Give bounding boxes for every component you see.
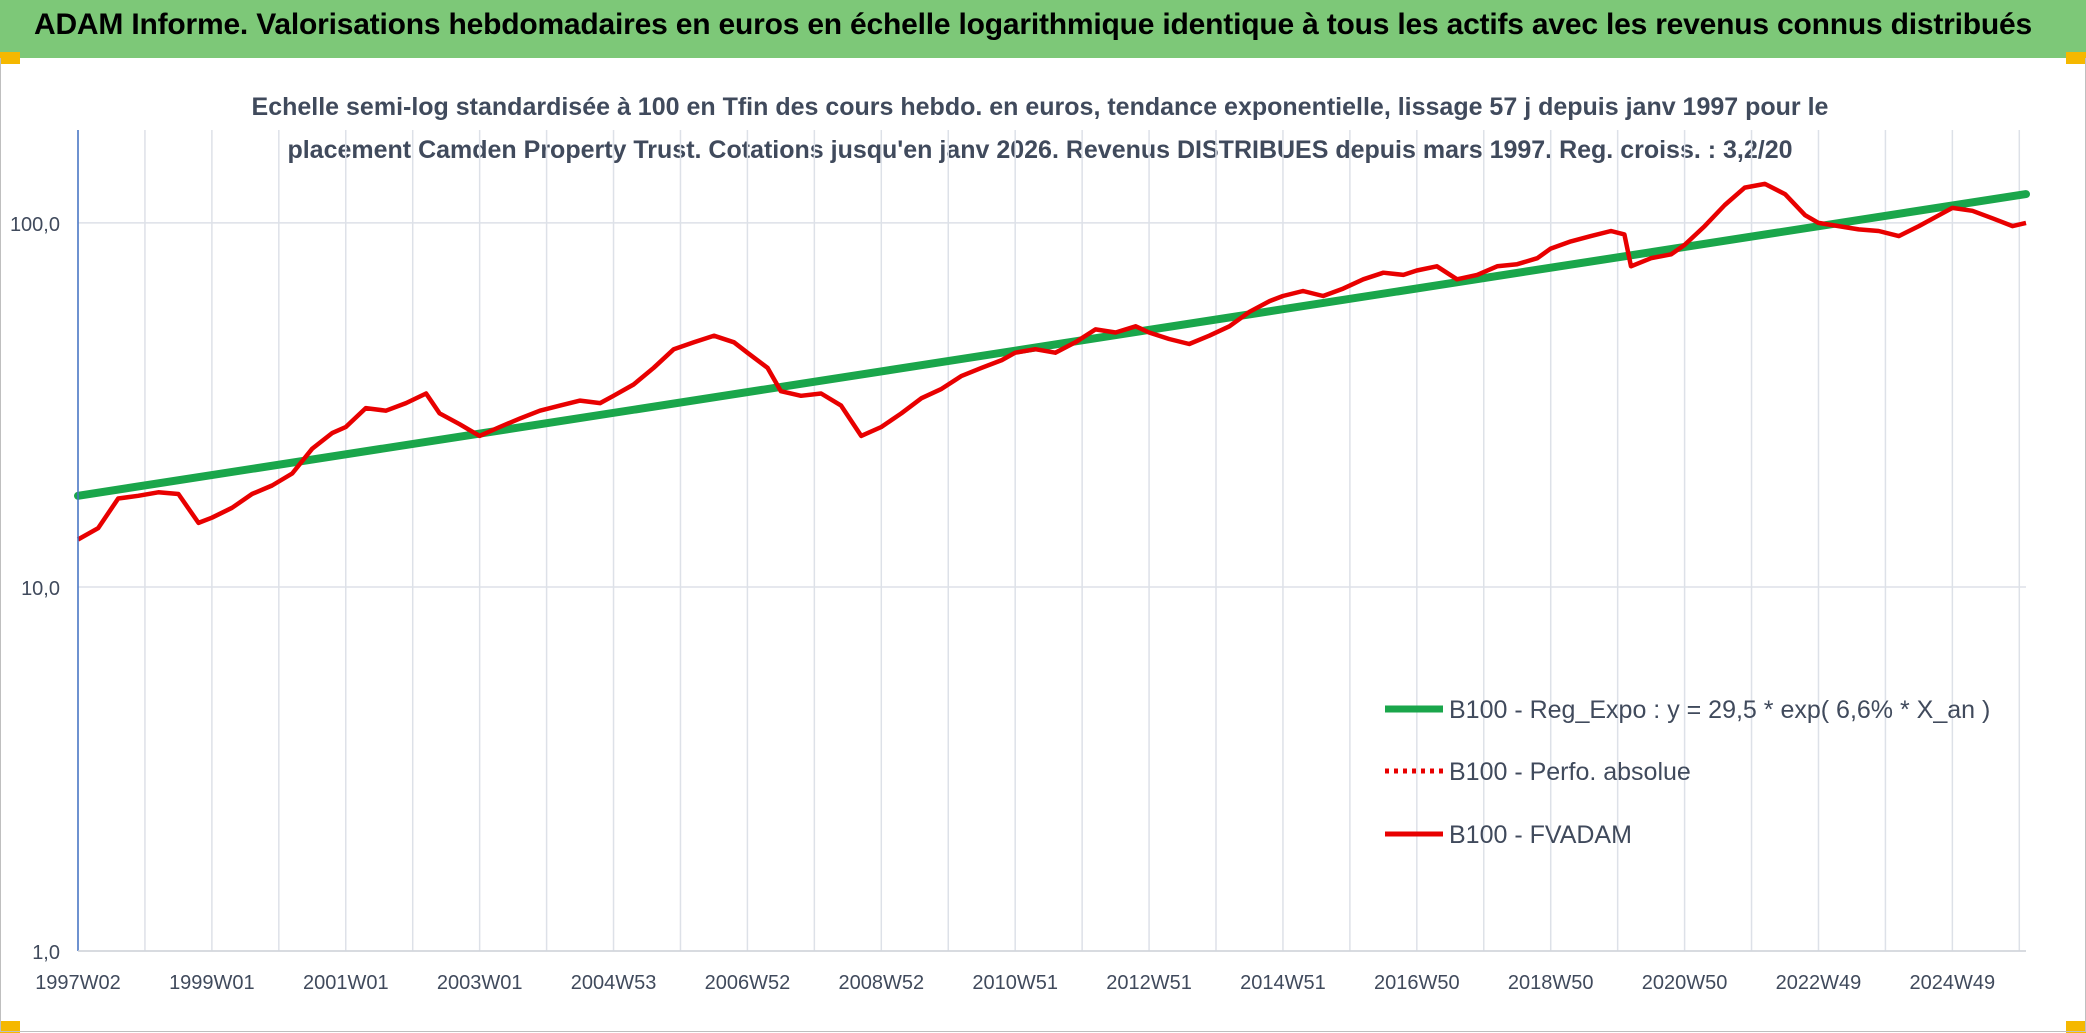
- x-tick-label: 2012W51: [1106, 972, 1192, 994]
- x-tick-label: 2006W52: [705, 972, 791, 994]
- corner-accent-left: [0, 52, 20, 64]
- x-tick-label: 2001W01: [303, 972, 389, 994]
- legend-label: B100 - Reg_Expo : y = 29,5 * exp( 6,6% *…: [1449, 696, 1990, 724]
- grid: [77, 130, 2026, 952]
- x-tick-label: 2010W51: [972, 972, 1058, 994]
- y-tick-label: 1,0: [32, 942, 60, 964]
- x-tick-label: 2024W49: [1910, 972, 1996, 994]
- legend-label: B100 - FVADAM: [1449, 821, 1632, 849]
- series-reg-expo-line: [74, 190, 2030, 500]
- report-header: ADAM Informe. Valorisations hebdomadaire…: [0, 0, 2086, 58]
- corner-accent-right: [2066, 52, 2086, 64]
- x-tick-label: 1999W01: [169, 972, 255, 994]
- y-tick-label: 10,0: [21, 578, 60, 600]
- x-tick-label: 2014W51: [1240, 972, 1326, 994]
- x-tick-label: 2018W50: [1508, 972, 1594, 994]
- corner-accent-bottom-right: [2066, 1021, 2086, 1033]
- x-tick-label: 1997W02: [35, 972, 121, 994]
- x-tick-label: 2022W49: [1776, 972, 1862, 994]
- chart-title-line-1: Echelle semi-log standardisée à 100 en T…: [252, 93, 1829, 121]
- x-tick-label: 2016W50: [1374, 972, 1460, 994]
- x-tick-label: 2004W53: [571, 972, 657, 994]
- chart-title-line-2: placement Camden Property Trust. Cotatio…: [287, 136, 1792, 164]
- series-fvadam-line: [76, 181, 2027, 542]
- y-tick-label: 100,0: [10, 214, 60, 236]
- legend-label: B100 - Perfo. absolue: [1449, 758, 1691, 786]
- x-tick-label: 2003W01: [437, 972, 523, 994]
- corner-accent-bottom-left: [0, 1021, 20, 1033]
- x-tick-label: 2008W52: [838, 972, 924, 994]
- plot-area: [74, 181, 2030, 542]
- axes: 1,0 10,0 100,0 1997W02 1999W01 2001W01 2003W01…: [10, 130, 2026, 994]
- report-title: ADAM Informe. Valorisations hebdomadaire…: [34, 8, 2032, 41]
- legend: B100 - Reg_Expo : y = 29,5 * exp( 6,6% *…: [1385, 696, 1990, 849]
- x-tick-label: 2020W50: [1642, 972, 1728, 994]
